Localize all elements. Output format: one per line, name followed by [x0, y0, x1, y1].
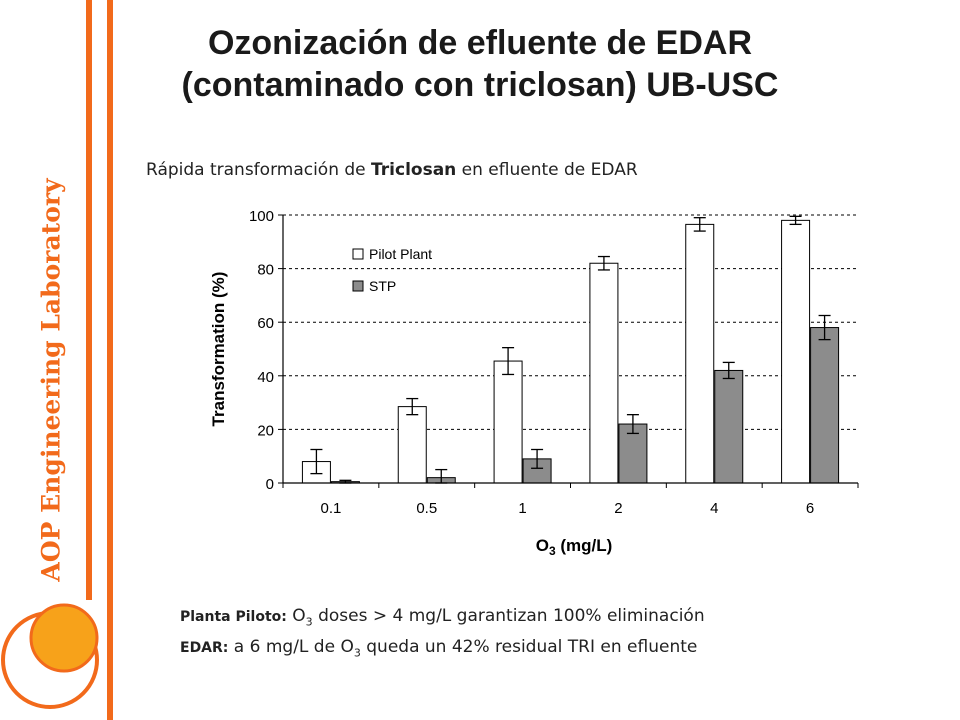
x-tick-label: 1 — [518, 500, 526, 517]
error-bar — [789, 215, 802, 226]
note-1-pre: O — [292, 606, 306, 626]
chart-ticks: 0 20 40 60 80 100 0.1 0.5 1 2 4 6 — [249, 208, 859, 517]
note-line-2: EDAR: a 6 mg/L de O3 queda un 42% residu… — [180, 637, 697, 659]
page-title: Ozonización de efluente de EDAR (contami… — [120, 22, 840, 106]
bar-pilot-plant-2 — [493, 360, 523, 484]
error-bar — [406, 397, 419, 416]
note-1-sub: 3 — [305, 615, 313, 629]
y-tick-label: 100 — [249, 208, 274, 225]
bar-stp-4 — [714, 369, 744, 484]
y-tick-label: 40 — [257, 369, 274, 386]
bar-pilot-plant-5 — [781, 219, 811, 484]
x-tick-label: 0.1 — [320, 500, 341, 517]
legend-label: Pilot Plant — [369, 246, 432, 262]
y-tick-label: 60 — [257, 315, 274, 332]
legend-swatch — [352, 280, 364, 292]
error-bar — [502, 347, 515, 376]
bar-stp-5 — [810, 327, 840, 484]
x-axis-label-unit: (mg/L) — [556, 536, 613, 555]
error-bar — [693, 217, 706, 232]
bar-pilot-plant-3 — [589, 262, 619, 484]
accent-bar-right — [107, 0, 113, 720]
logo-inner-circle — [29, 603, 99, 673]
subtitle-bold: Triclosan — [371, 160, 457, 180]
bar-pilot-plant-1 — [397, 406, 427, 484]
lab-logo — [1, 603, 99, 709]
x-axis-label: O3 (mg/L) — [536, 536, 613, 558]
error-bar — [626, 414, 639, 435]
chart-legend: Pilot Plant STP — [352, 246, 432, 294]
bar-pilot-plant-4 — [685, 223, 715, 484]
x-tick-label: 6 — [806, 500, 814, 517]
legend-label: STP — [369, 278, 396, 294]
note-1-label: Planta Piloto: — [180, 609, 287, 625]
title-line-1: Ozonización de efluente de EDAR — [207, 24, 753, 62]
note-2-pre: a 6 mg/L de O — [228, 637, 354, 657]
note-2-sub: 3 — [353, 646, 361, 660]
note-2-text: queda un 42% residual TRI en efluente — [360, 637, 698, 657]
chart-subtitle: Rápida transformación de Triclosan en ef… — [146, 160, 638, 180]
x-tick-label: 0.5 — [416, 500, 437, 517]
error-bar — [310, 448, 323, 475]
y-tick-label: 80 — [257, 262, 274, 279]
subtitle-before: Rápida transformación de — [146, 160, 372, 180]
accent-bar-left — [86, 0, 92, 600]
x-axis-label-main: O — [536, 536, 549, 555]
error-bar — [531, 448, 544, 469]
subtitle-after: en efluente de EDAR — [456, 160, 638, 180]
y-tick-label: 0 — [266, 476, 274, 493]
y-axis-label: Transformation (%) — [209, 272, 228, 427]
title-line-2: (contaminado con triclosan) UB-USC — [181, 66, 779, 104]
y-tick-label: 20 — [257, 422, 274, 439]
note-1-text: doses > 4 mg/L garantizan 100% eliminaci… — [312, 606, 705, 626]
error-bar — [818, 314, 831, 341]
x-tick-label: 2 — [614, 500, 622, 517]
note-line-1: Planta Piloto: O3 doses > 4 mg/L garanti… — [180, 606, 705, 628]
error-bar — [722, 361, 735, 380]
error-bar — [597, 255, 610, 271]
legend-swatch — [352, 248, 364, 260]
x-tick-label: 4 — [710, 500, 718, 517]
note-2-label: EDAR: — [180, 640, 229, 656]
x-axis-label-sub: 3 — [549, 544, 556, 558]
